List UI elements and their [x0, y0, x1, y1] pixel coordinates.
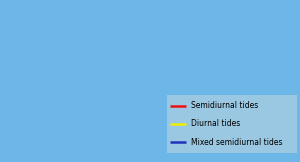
Text: Semidiurnal tides: Semidiurnal tides — [191, 101, 258, 110]
Text: Mixed semidiurnal tides: Mixed semidiurnal tides — [191, 138, 282, 147]
FancyBboxPatch shape — [167, 95, 297, 153]
Text: Diurnal tides: Diurnal tides — [191, 119, 240, 128]
